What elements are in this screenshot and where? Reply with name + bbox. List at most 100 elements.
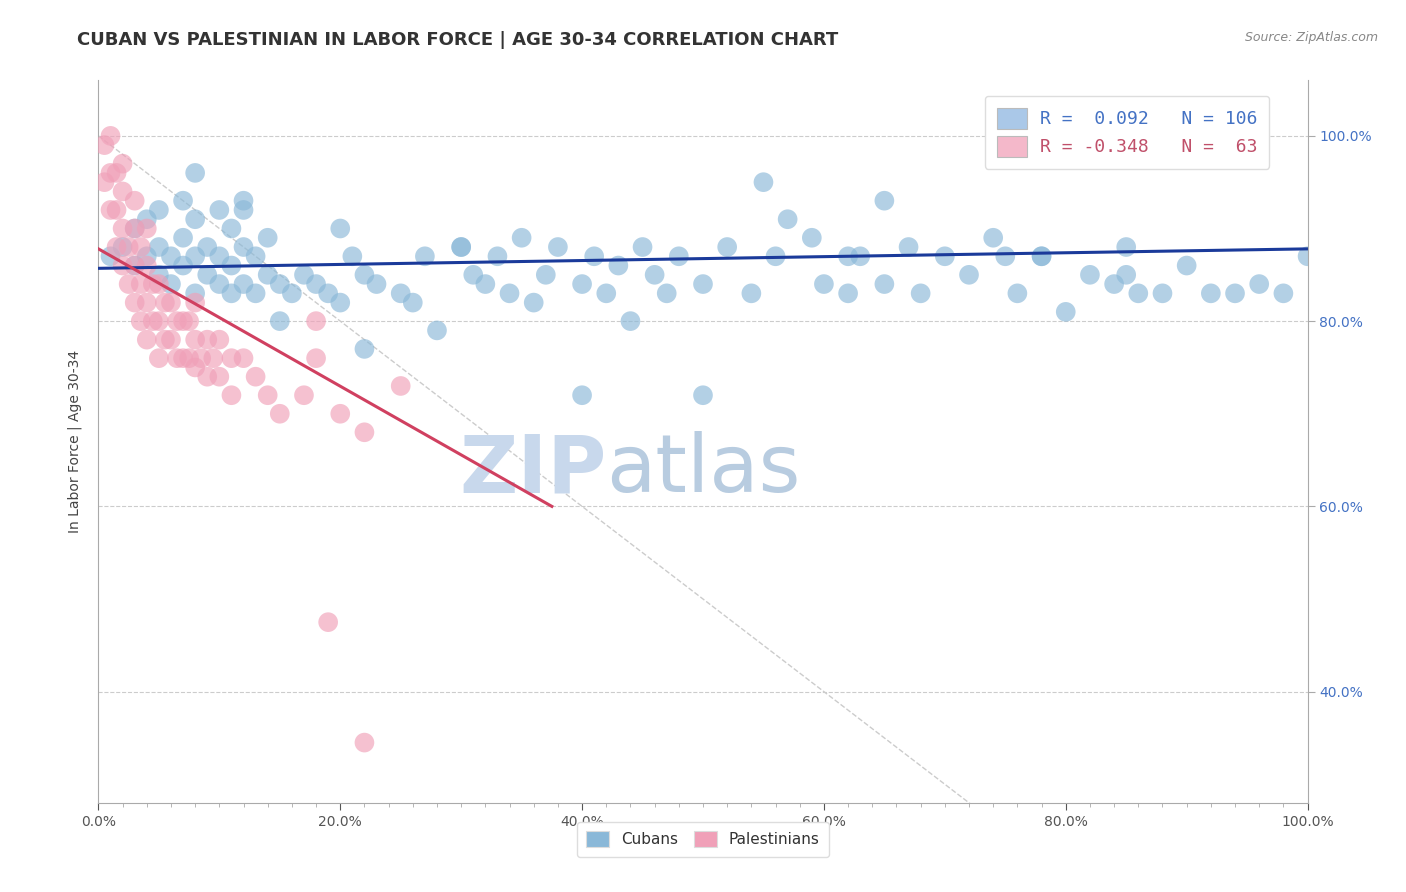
Point	[172, 314, 194, 328]
Point	[981, 231, 1004, 245]
Point	[208, 333, 231, 347]
Point	[184, 249, 207, 263]
Point	[142, 277, 165, 291]
Point	[179, 314, 201, 328]
Point	[160, 333, 183, 347]
Point	[100, 249, 122, 263]
Point	[934, 249, 956, 263]
Point	[1007, 286, 1029, 301]
Point	[208, 277, 231, 291]
Point	[510, 231, 533, 245]
Text: Source: ZipAtlas.com: Source: ZipAtlas.com	[1244, 31, 1378, 45]
Point	[208, 249, 231, 263]
Point	[1199, 286, 1222, 301]
Point	[135, 221, 157, 235]
Point	[124, 295, 146, 310]
Point	[450, 240, 472, 254]
Point	[269, 407, 291, 421]
Point	[305, 277, 328, 291]
Point	[571, 388, 593, 402]
Point	[873, 194, 896, 208]
Point	[195, 333, 218, 347]
Point	[292, 388, 315, 402]
Point	[800, 231, 823, 245]
Point	[105, 166, 128, 180]
Point	[305, 351, 328, 366]
Point	[619, 314, 641, 328]
Point	[118, 240, 141, 254]
Point	[389, 286, 412, 301]
Point	[232, 194, 254, 208]
Point	[765, 249, 787, 263]
Point	[837, 286, 859, 301]
Point	[752, 175, 775, 189]
Point	[1054, 305, 1077, 319]
Point	[1102, 277, 1125, 291]
Point	[142, 314, 165, 328]
Point	[571, 277, 593, 291]
Point	[607, 259, 630, 273]
Point	[1249, 277, 1271, 291]
Point	[256, 231, 278, 245]
Point	[111, 185, 134, 199]
Point	[256, 388, 278, 402]
Point	[305, 314, 328, 328]
Point	[692, 388, 714, 402]
Point	[100, 166, 122, 180]
Point	[994, 249, 1017, 263]
Point	[148, 202, 170, 217]
Point	[353, 268, 375, 282]
Point	[498, 286, 520, 301]
Point	[957, 268, 980, 282]
Point	[111, 221, 134, 235]
Point	[172, 194, 194, 208]
Point	[135, 295, 157, 310]
Point	[389, 379, 412, 393]
Point	[179, 351, 201, 366]
Point	[1152, 286, 1174, 301]
Point	[208, 202, 231, 217]
Point	[1296, 249, 1319, 263]
Point	[100, 128, 122, 143]
Point	[166, 314, 188, 328]
Point	[583, 249, 606, 263]
Point	[135, 212, 157, 227]
Point	[232, 277, 254, 291]
Point	[172, 351, 194, 366]
Point	[631, 240, 654, 254]
Point	[644, 268, 666, 282]
Point	[245, 249, 267, 263]
Point	[316, 615, 339, 630]
Point	[269, 277, 291, 291]
Point	[93, 138, 115, 153]
Point	[105, 240, 128, 254]
Point	[184, 360, 207, 375]
Point	[316, 286, 339, 301]
Point	[172, 259, 194, 273]
Point	[1223, 286, 1246, 301]
Point	[93, 175, 115, 189]
Point	[232, 240, 254, 254]
Point	[366, 277, 388, 291]
Point	[166, 351, 188, 366]
Point	[692, 277, 714, 291]
Point	[124, 194, 146, 208]
Point	[740, 286, 762, 301]
Point	[1115, 240, 1137, 254]
Point	[118, 277, 141, 291]
Point	[329, 295, 352, 310]
Point	[873, 277, 896, 291]
Point	[148, 277, 170, 291]
Point	[135, 259, 157, 273]
Point	[221, 286, 243, 301]
Point	[329, 221, 352, 235]
Point	[463, 268, 485, 282]
Point	[195, 240, 218, 254]
Point	[776, 212, 799, 227]
Point	[245, 286, 267, 301]
Point	[426, 323, 449, 337]
Point	[849, 249, 872, 263]
Point	[135, 249, 157, 263]
Point	[184, 212, 207, 227]
Point	[221, 221, 243, 235]
